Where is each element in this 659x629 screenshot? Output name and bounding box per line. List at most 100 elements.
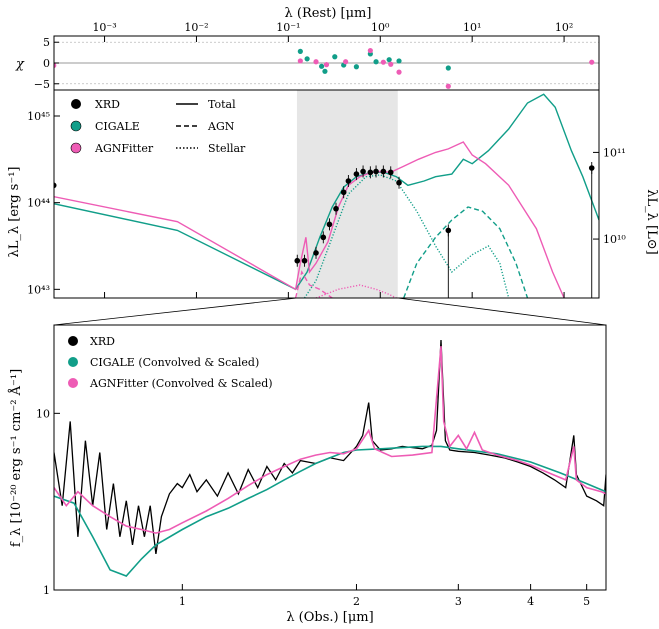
sed-data-point <box>396 179 402 186</box>
sed-data-point <box>313 250 319 256</box>
residual-point-cigale <box>322 68 328 74</box>
residual-ytick-label: −5 <box>34 78 50 91</box>
sed-data-point <box>380 168 387 175</box>
sed-legend: XRD CIGALE AGNFitter Total AGN Stellar <box>70 98 246 155</box>
residual-point-agnfitter <box>396 69 402 75</box>
sed-line-agnfitter-agn <box>294 270 333 298</box>
sed-data-point <box>326 221 333 228</box>
top-axis-label: λ (Rest) [μm] <box>285 6 372 21</box>
sed-right-ytick-label: 10¹⁰ <box>603 233 626 246</box>
sed-data-point <box>373 168 379 175</box>
residual-point-cigale <box>353 64 360 70</box>
residual-point-agnfitter <box>445 83 451 89</box>
spectrum-line-agnfitter <box>54 346 606 534</box>
residual-point-agnfitter <box>343 59 349 65</box>
residual-point-cigale <box>332 54 338 60</box>
top-axis-tick-label: 10² <box>555 21 573 34</box>
legend-stellar-label: Stellar <box>208 142 246 155</box>
spec-legend-xrd-label: XRD <box>90 335 115 348</box>
sed-data-point <box>360 168 366 175</box>
top-axis-tick-label: 10¹ <box>463 21 481 34</box>
top-axis-tick-label: 10⁻¹ <box>276 21 300 34</box>
spec-legend-cigale-label: CIGALE (Convolved & Scaled) <box>90 356 259 369</box>
spectrum-xtick-label: 3 <box>455 595 462 608</box>
sed-ylabel-right: λL_λ [L⊙] <box>644 189 659 254</box>
zoom-connector-right <box>397 297 607 326</box>
sed-ytick-label: 10⁴³ <box>27 283 50 296</box>
residual-points <box>54 47 595 89</box>
spec-legend-cigale-marker <box>68 357 78 367</box>
residual-point-agnfitter <box>380 59 386 65</box>
sed-line-cigale-stellar <box>303 174 510 298</box>
sed-line-cigale-total <box>54 93 599 291</box>
residual-point-cigale <box>304 56 310 62</box>
sed-model-lines <box>54 93 599 298</box>
sed-data-point <box>294 257 301 264</box>
spectrum-xtick-label: 1 <box>179 595 186 608</box>
sed-ylabel: λL_λ [erg s⁻¹] <box>7 167 22 258</box>
legend-xrd-marker <box>71 99 81 109</box>
spectrum-xlabel: λ (Obs.) [μm] <box>286 610 373 625</box>
sed-data-point <box>345 178 352 184</box>
sed-data-points <box>54 162 595 298</box>
residual-point-cigale <box>297 48 303 54</box>
spectrum-lines <box>54 339 606 577</box>
sed-ytick-label: 10⁴⁵ <box>27 110 50 123</box>
sed-data-point <box>367 169 374 176</box>
residual-point-agnfitter <box>367 47 373 54</box>
spec-legend-xrd-marker <box>68 336 78 346</box>
spectrum-panel-frame <box>53 324 607 591</box>
spectrum-xtick-label: 2 <box>353 595 360 608</box>
spectrum-ytick-label: 1 <box>43 584 50 597</box>
residual-point-cigale <box>386 57 392 63</box>
spectrum-xtick-label: 5 <box>583 595 590 608</box>
sed-data-point <box>320 234 327 241</box>
sed-right-ytick-label: 10¹¹ <box>603 146 626 159</box>
residual-point-cigale <box>445 65 451 71</box>
sed-line-cigale-agn <box>403 206 529 298</box>
sed-data-point <box>353 171 360 177</box>
sed-data-point <box>333 205 339 212</box>
residual-point-agnfitter <box>388 61 394 67</box>
top-axis-tick-label: 10⁰ <box>371 21 390 34</box>
legend-total-label: Total <box>208 98 236 111</box>
top-axis-tick-label: 10⁻³ <box>92 21 116 34</box>
sed-data-point <box>301 257 308 264</box>
sed-line-agnfitter-total <box>54 141 565 298</box>
residual-point-agnfitter <box>323 62 330 68</box>
legend-agn-label: AGN <box>207 120 235 133</box>
residual-point-agnfitter <box>297 58 303 64</box>
zoom-connector-left <box>53 297 297 326</box>
spectrum-ytick-label: 10 <box>36 407 50 420</box>
residual-ytick-label: 0 <box>43 57 50 70</box>
residual-point-cigale <box>373 59 379 65</box>
legend-agnfitter-marker <box>70 142 82 154</box>
legend-xrd-label: XRD <box>95 98 120 111</box>
residual-point-cigale <box>319 63 325 69</box>
shaded-spectral-region <box>296 90 398 298</box>
spectrum-ylabel: f_λ [10⁻²⁰ erg s⁻¹ cm⁻² Å⁻¹] <box>8 369 24 547</box>
spec-legend-agnfitter-label: AGNFitter (Convolved & Scaled) <box>89 377 273 390</box>
sed-ytick-label: 10⁴⁴ <box>27 197 50 210</box>
spectrum-line-xrd <box>54 339 606 554</box>
spec-legend-agnfitter-marker <box>68 378 78 388</box>
legend-cigale-label: CIGALE <box>95 120 140 133</box>
top-axis-tick-label: 10⁻² <box>184 21 208 34</box>
residual-ytick-label: 5 <box>43 36 50 49</box>
residual-point-agnfitter <box>589 59 595 65</box>
residual-ylabel: χ <box>15 57 25 72</box>
residual-point-cigale <box>396 58 402 64</box>
sed-data-point <box>340 189 347 196</box>
residual-point-agnfitter <box>313 59 319 65</box>
spectrum-xtick-label: 4 <box>527 595 534 608</box>
residual-point-agnfitter <box>54 62 57 69</box>
sed-line-agnfitter-stellar <box>315 284 397 298</box>
legend-agnfitter-label: AGNFitter <box>94 142 154 155</box>
sed-data-point <box>387 169 394 176</box>
legend-cigale-marker <box>70 120 82 132</box>
sed-data-point <box>54 182 57 189</box>
spectrum-legend: XRD CIGALE (Convolved & Scaled) AGNFitte… <box>68 335 273 390</box>
sed-panel-frame <box>53 89 600 299</box>
spectrum-line-cigale <box>54 445 606 577</box>
